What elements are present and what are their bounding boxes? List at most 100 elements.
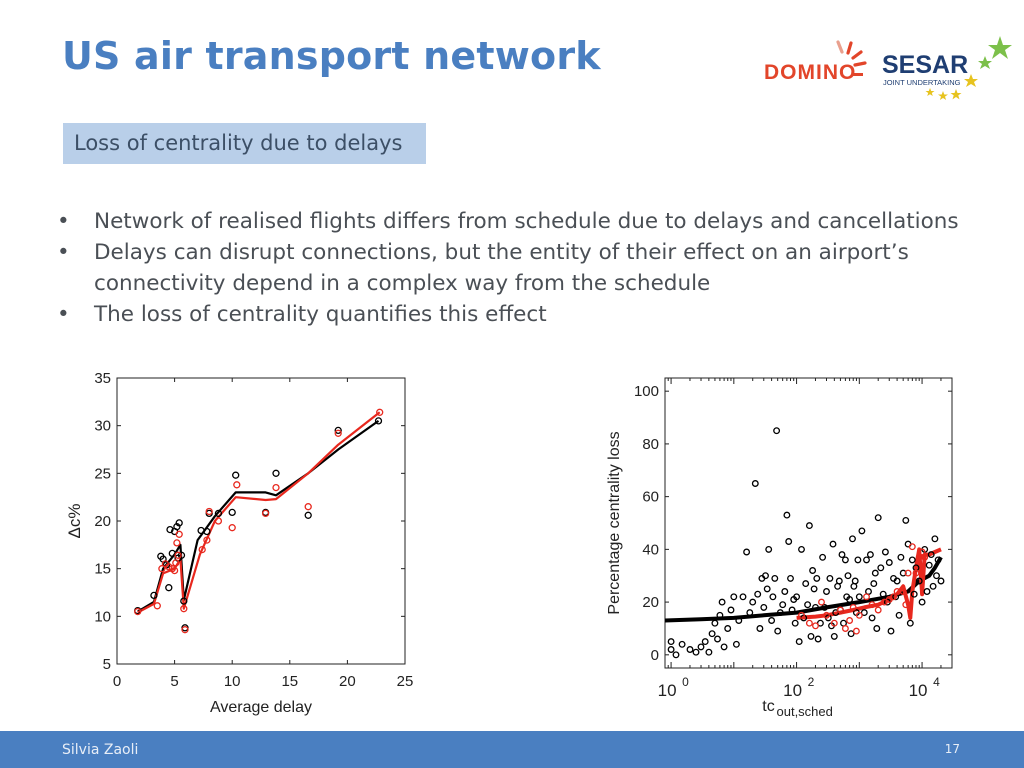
- black-data-point: [774, 627, 782, 635]
- black-data-point: [232, 471, 240, 479]
- domino-logo-rays: [836, 40, 867, 67]
- red-data-point: [849, 603, 857, 611]
- red-data-point: [174, 551, 182, 559]
- bullet-item: Delays can disrupt connections, but the …: [55, 237, 975, 299]
- black-data-point: [754, 590, 762, 598]
- x-tick-label: 0: [113, 673, 121, 690]
- black-data-point: [791, 619, 799, 627]
- black-data-point: [923, 588, 931, 595]
- black-data-point: [743, 548, 751, 556]
- x-tick-exponent: 2: [808, 675, 815, 689]
- black-data-point: [866, 551, 874, 559]
- y-tick-label: 40: [642, 541, 659, 558]
- black-data-point: [735, 617, 743, 624]
- black-data-point: [732, 640, 740, 648]
- black-data-point: [776, 609, 784, 617]
- black-data-point: [906, 619, 914, 627]
- black-trend-line: [664, 556, 943, 623]
- black-data-point: [701, 638, 709, 646]
- black-data-point: [925, 561, 933, 569]
- black-data-point: [860, 609, 868, 617]
- red-data-point: [165, 563, 173, 571]
- black-data-point: [175, 519, 183, 527]
- black-data-point: [915, 577, 923, 585]
- y-axis-label: Δc%: [65, 504, 84, 539]
- black-data-point: [746, 609, 754, 617]
- black-data-point: [871, 569, 879, 577]
- black-data-point: [821, 603, 829, 611]
- black-data-point: [893, 577, 901, 585]
- domino-logo: DOMINO: [764, 61, 856, 84]
- black-data-point: [730, 593, 738, 601]
- black-data-point: [887, 627, 895, 635]
- red-data-point: [203, 536, 211, 544]
- red-data-point: [170, 566, 179, 575]
- y-axis-label: Percentage centrality loss: [606, 431, 623, 614]
- black-data-point: [714, 635, 721, 643]
- red-data-point: [205, 507, 213, 516]
- black-data-point: [334, 426, 342, 435]
- y-tick-label: 100: [634, 383, 659, 400]
- black-data-point: [672, 651, 680, 659]
- section-label: Loss of centrality due to delays: [74, 131, 403, 155]
- black-data-point: [718, 598, 726, 606]
- y-tick-label: 35: [94, 370, 111, 387]
- black-data-point: [854, 556, 862, 564]
- black-data-point: [804, 601, 812, 609]
- black-data-point: [716, 611, 724, 619]
- sesar-subtitle: JOINT UNDERTAKING: [883, 78, 961, 87]
- red-data-point: [904, 569, 912, 577]
- red-data-point: [228, 524, 236, 532]
- x-tick-label: 20: [339, 673, 356, 690]
- black-data-point: [934, 556, 942, 564]
- black-data-point: [823, 588, 830, 595]
- red-data-point: [172, 559, 180, 567]
- red-data-point: [272, 483, 280, 492]
- black-data-point: [826, 574, 834, 582]
- black-data-point: [810, 585, 818, 593]
- black-data-point: [805, 522, 813, 530]
- black-data-point: [769, 593, 777, 601]
- red-data-point: [153, 602, 161, 610]
- x-tick-label: 25: [397, 673, 414, 690]
- black-data-point: [771, 574, 779, 582]
- black-data-point: [697, 643, 705, 651]
- black-data-point: [858, 527, 866, 535]
- red-data-point: [233, 481, 241, 489]
- black-data-point: [779, 601, 787, 609]
- black-data-point: [765, 545, 773, 553]
- black-data-point: [814, 635, 822, 643]
- red-data-point: [334, 429, 342, 437]
- black-data-point: [667, 638, 675, 646]
- logo-area: DOMINO SESAR JOINT UNDERTAKING: [760, 30, 1020, 110]
- red-data-point: [818, 598, 825, 606]
- black-data-point: [819, 553, 827, 561]
- black-data-point: [374, 417, 383, 425]
- black-data-point: [933, 572, 940, 580]
- black-data-point: [910, 590, 918, 598]
- black-data-point: [802, 580, 810, 588]
- black-data-point: [838, 551, 846, 559]
- black-data-point: [829, 540, 837, 548]
- black-data-point: [760, 603, 768, 611]
- sesar-logo: SESAR: [882, 51, 968, 79]
- black-data-point: [798, 545, 805, 553]
- footer-bar: Silvia Zaoli 17: [0, 731, 1024, 768]
- black-data-point: [931, 535, 939, 543]
- red-data-point: [902, 601, 910, 609]
- black-trend-line: [137, 420, 380, 613]
- black-data-point: [788, 606, 796, 614]
- x-tick-label: 10: [909, 681, 928, 700]
- red-data-point: [890, 593, 897, 601]
- red-data-point: [899, 588, 907, 595]
- red-data-point: [805, 619, 813, 627]
- red-data-point: [181, 626, 189, 634]
- black-data-point: [855, 593, 863, 601]
- black-data-point: [863, 556, 870, 564]
- black-data-point: [795, 638, 803, 646]
- black-data-point: [203, 527, 211, 536]
- black-data-point: [756, 625, 764, 632]
- plot-frame: [664, 377, 953, 669]
- black-data-point: [899, 569, 907, 577]
